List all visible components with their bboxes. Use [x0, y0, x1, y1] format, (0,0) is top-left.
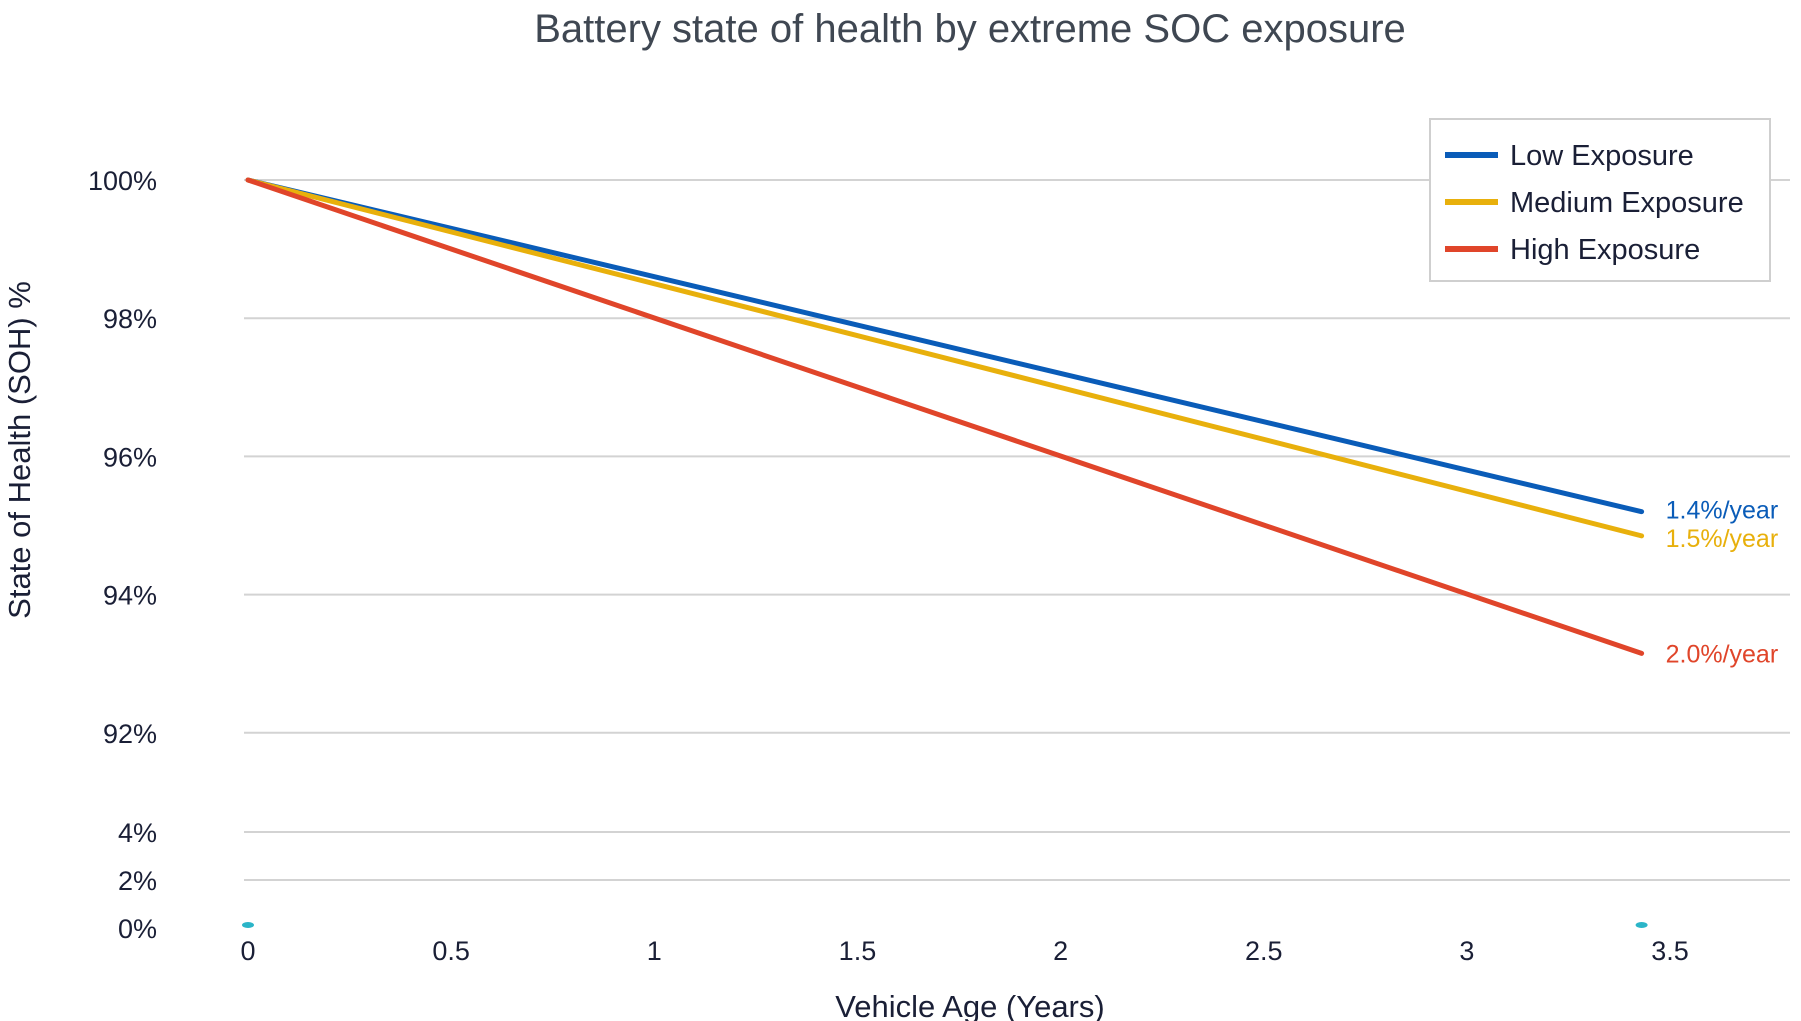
series-line-medium-exposure [245, 177, 1645, 539]
legend-label: Medium Exposure [1510, 187, 1744, 219]
chart-title: Battery state of health by extreme SOC e… [534, 7, 1406, 51]
end-label: 2.0%/year [1666, 640, 1779, 668]
gridlines [244, 179, 1790, 881]
y-tick-label: 98% [103, 304, 157, 334]
y-tick-label: 100% [88, 166, 157, 196]
series-line-high-exposure [245, 177, 1645, 656]
x-tick-label: 3 [1459, 936, 1474, 966]
x-tick-label: 1.5 [839, 936, 877, 966]
legend-label: High Exposure [1510, 234, 1700, 266]
axis-marker [242, 922, 254, 928]
y-tick-label: 92% [103, 719, 157, 749]
x-tick-label: 2 [1053, 936, 1068, 966]
y-tick-label: 0% [118, 914, 157, 944]
legend-label: Low Exposure [1510, 140, 1694, 172]
series-lines [245, 177, 1645, 656]
x-tick-label: 0 [240, 936, 255, 966]
legend-box [1429, 118, 1771, 282]
y-tick-label: 94% [103, 581, 157, 611]
series-line-low-exposure [245, 177, 1645, 515]
x-tick-label: 0.5 [432, 936, 470, 966]
y-axis-label: State of Health (SOH) % [2, 281, 37, 619]
x-tick-label: 2.5 [1245, 936, 1283, 966]
x-tick-label: 3.5 [1651, 936, 1689, 966]
x-axis-ticks: 0 0.5 1 1.5 2 2.5 3 3.5 [240, 936, 1688, 966]
end-label: 1.4%/year [1666, 497, 1779, 525]
x-axis-label: Vehicle Age (Years) [835, 989, 1104, 1021]
y-tick-label: 4% [118, 818, 157, 848]
y-tick-label: 96% [103, 442, 157, 472]
legend: Low Exposure Medium Exposure High Exposure [1429, 118, 1771, 282]
axis-markers [242, 922, 1648, 928]
x-tick-label: 1 [647, 936, 662, 966]
axis-marker [1635, 922, 1648, 928]
end-label: 1.5%/year [1666, 525, 1779, 553]
y-axis-ticks: 100% 98% 96% 94% 92% 4% 2% 0% [88, 166, 157, 944]
y-tick-label: 2% [118, 866, 157, 896]
